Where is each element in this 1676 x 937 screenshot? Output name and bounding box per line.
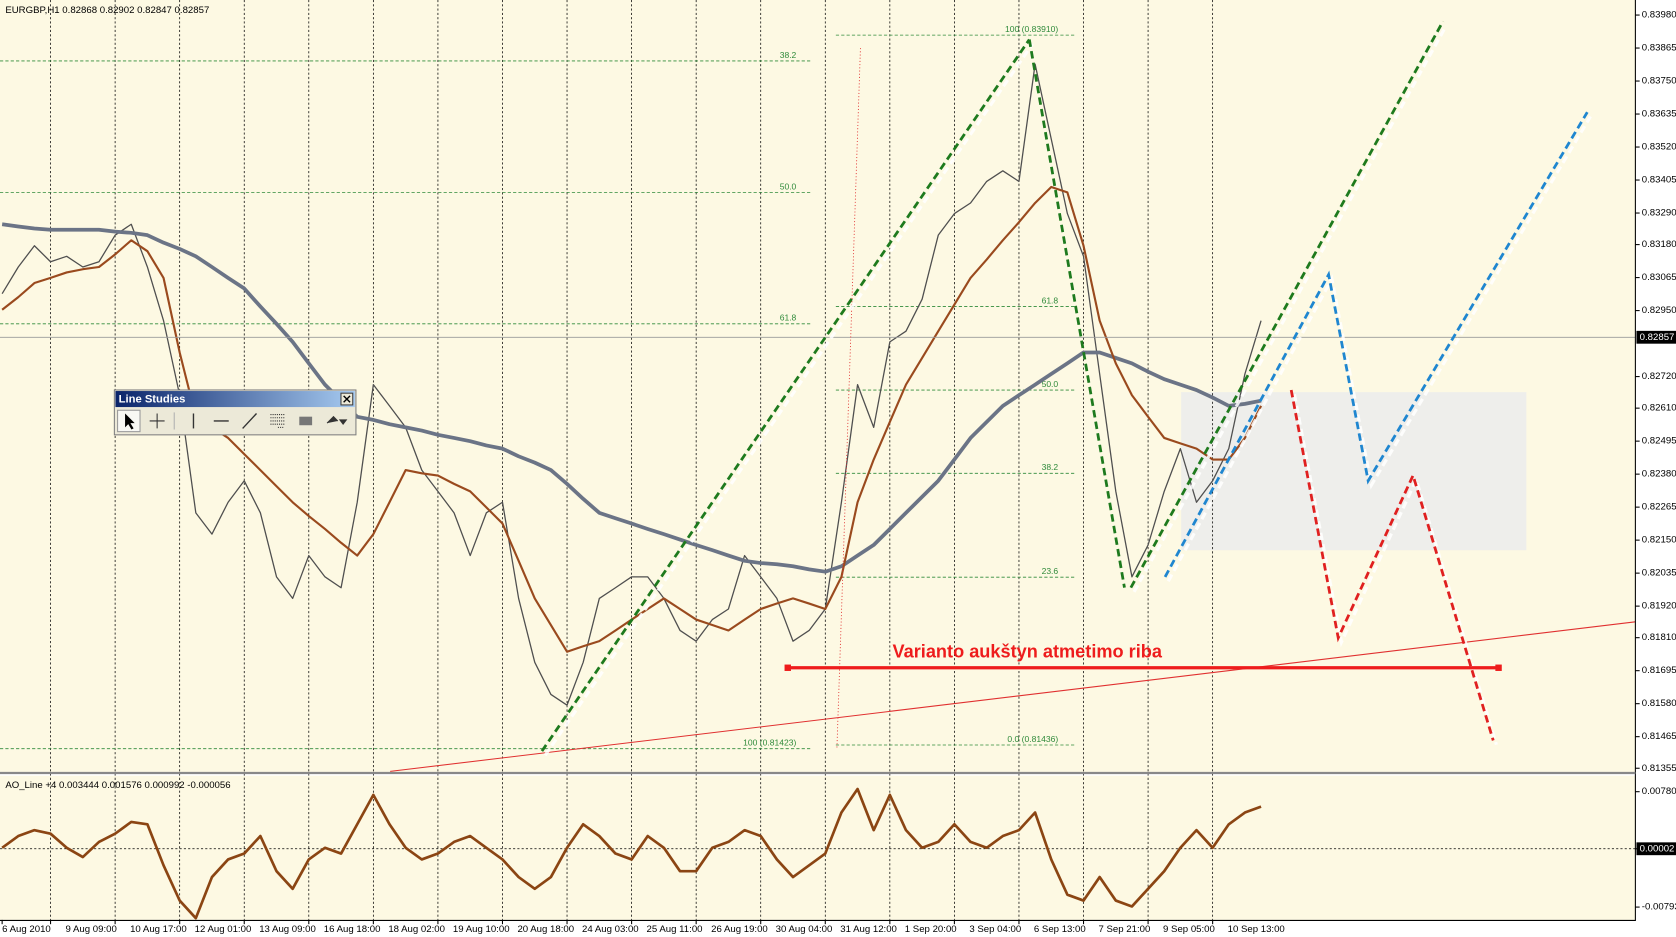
indicator-panel: [0, 775, 1636, 920]
line-shadow: [1292, 393, 1498, 746]
red-projection: [1289, 389, 1495, 741]
y-tick-label: 0.83635: [1642, 109, 1676, 120]
y-tick-label: 0.82035: [1642, 568, 1676, 579]
x-tick-label: 25 Aug 11:00: [647, 924, 703, 935]
x-tick-label: 30 Aug 04:00: [776, 924, 833, 935]
y-tick-label: 0.82495: [1642, 436, 1676, 447]
grid: [0, 0, 1636, 920]
line-shadow: [543, 42, 1034, 757]
value-box: [1636, 842, 1676, 856]
y-tick-label: 0.81810: [1642, 632, 1676, 643]
drawings: Varianto aukštyn atmetimo riba: [390, 20, 1636, 772]
blue-projection: [1163, 111, 1589, 578]
zone-rect: [1181, 392, 1527, 551]
cursor-icon: [125, 413, 135, 430]
y-tick-label: 0.82265: [1642, 502, 1676, 513]
y-tick-label: 0.83865: [1642, 43, 1676, 54]
y-tick-label: 0.81465: [1642, 731, 1676, 742]
fib-label: 100 (0.81423): [743, 738, 796, 748]
green-trend: [540, 38, 1031, 752]
y-tick-label: 0.82950: [1642, 305, 1676, 316]
last-price-box: [1636, 330, 1676, 344]
tool-trendline[interactable]: [242, 413, 258, 429]
annotation: Varianto aukštyn atmetimo riba: [893, 642, 1163, 662]
x-tick-label: 16 Aug 18:00: [324, 924, 381, 935]
y-tick-label: 0.83750: [1642, 76, 1676, 87]
series-line: [1, 63, 1262, 706]
toolbar-titlebar: [115, 391, 355, 408]
y-tick-label: 0.83290: [1642, 208, 1676, 219]
fib-line: [836, 48, 861, 748]
level-handle: [1495, 664, 1502, 671]
x-tick-label: 6 Sep 13:00: [1034, 924, 1086, 935]
y-tick-label: 0.81355: [1642, 763, 1676, 774]
y-tick-label: 0.83405: [1642, 175, 1676, 186]
y-tick-label: 0.83980: [1642, 10, 1676, 21]
line-studies-toolbar: Line Studies: [113, 389, 357, 436]
x-tick-label: 20 Aug 18:00: [517, 924, 574, 935]
fib-label: 61.8: [780, 313, 797, 323]
tool-arrows[interactable]: [326, 415, 348, 426]
tool-rect[interactable]: [299, 416, 313, 426]
level-handle: [784, 664, 791, 671]
x-tick-label: 10 Aug 17:00: [130, 924, 187, 935]
y-tick-label: 0.83180: [1642, 239, 1676, 250]
y-tick-label: -0.00793: [1642, 902, 1676, 913]
tool-fibo[interactable]: [270, 414, 285, 428]
y-tick-label: 0.82150: [1642, 535, 1676, 546]
tool-crosshair[interactable]: [149, 413, 165, 429]
y-tick-label: 0.83065: [1642, 272, 1676, 283]
last-price-label: 0.82857: [1640, 332, 1675, 343]
axes: 6 Aug 2010 9 Aug 09:00 10 Aug 17:00 12 Aug …: [1, 10, 1676, 935]
x-tick-label: 10 Sep 13:00: [1228, 924, 1285, 935]
fib-label: 23.6: [1042, 566, 1059, 576]
trend-line: [390, 621, 1636, 772]
x-tick-label: 26 Aug 19:00: [711, 924, 768, 935]
x-tick-label: 12 Aug 01:00: [195, 924, 252, 935]
line-shadow: [1132, 24, 1448, 593]
close-icon: [343, 395, 351, 403]
y-tick-label: 0.81580: [1642, 698, 1676, 709]
green-trend: [1129, 20, 1445, 589]
x-tick-label: 19 Aug 10:00: [453, 924, 510, 935]
fibonacci: 38.2 50.0 61.8 100 (0.81423) 100 (0.83910) 61…: [0, 24, 1075, 750]
y-tick-label: 0.83520: [1642, 142, 1676, 153]
fib-label: 0.0 (0.81436): [1007, 734, 1058, 744]
fib-label: 50.0: [1042, 379, 1059, 389]
fib-label: 38.2: [780, 50, 797, 60]
y-tick-label: 0.81920: [1642, 601, 1676, 612]
y-tick-label: 0.00002: [1640, 843, 1675, 854]
x-tick-label: 31 Aug 12:00: [840, 924, 897, 935]
chart-title: EURGBP,H1 0.82868 0.82902 0.82847 0.8285…: [5, 5, 209, 16]
y-tick-label: 0.82610: [1642, 403, 1676, 414]
series-line: [1, 222, 1262, 574]
x-tick-label: 9 Sep 05:00: [1163, 924, 1215, 935]
x-tick-label: 7 Sep 21:00: [1098, 924, 1150, 935]
price-panel: [0, 0, 1636, 773]
toolbar-title: Line Studies: [119, 394, 186, 406]
x-tick-label: 1 Sep 20:00: [905, 924, 957, 935]
indicator-title: AO_Line +4 0.003444 0.001576 0.000992 -0…: [5, 780, 230, 791]
green-trend: [1027, 39, 1126, 588]
fib-label: 61.8: [1042, 295, 1059, 305]
fib-label: 38.2: [1042, 462, 1059, 472]
x-tick-label: 6 Aug 2010: [2, 924, 51, 935]
y-tick-label: 0.82380: [1642, 469, 1676, 480]
x-tick-label: 24 Aug 03:00: [582, 924, 639, 935]
y-tick-label: 0.00780: [1642, 786, 1676, 797]
fib-label: 100 (0.83910): [1005, 24, 1058, 34]
x-tick-label: 18 Aug 02:00: [388, 924, 445, 935]
indicator-line: [1, 787, 1262, 920]
x-tick-label: 9 Aug 09:00: [66, 924, 117, 935]
y-tick-label: 0.82720: [1642, 371, 1676, 382]
x-tick-label: 3 Sep 04:00: [969, 924, 1021, 935]
line-shadow: [1166, 115, 1592, 582]
y-tick-label: 0.81695: [1642, 665, 1676, 676]
fib-label: 50.0: [780, 181, 797, 191]
x-tick-label: 13 Aug 09:00: [259, 924, 316, 935]
